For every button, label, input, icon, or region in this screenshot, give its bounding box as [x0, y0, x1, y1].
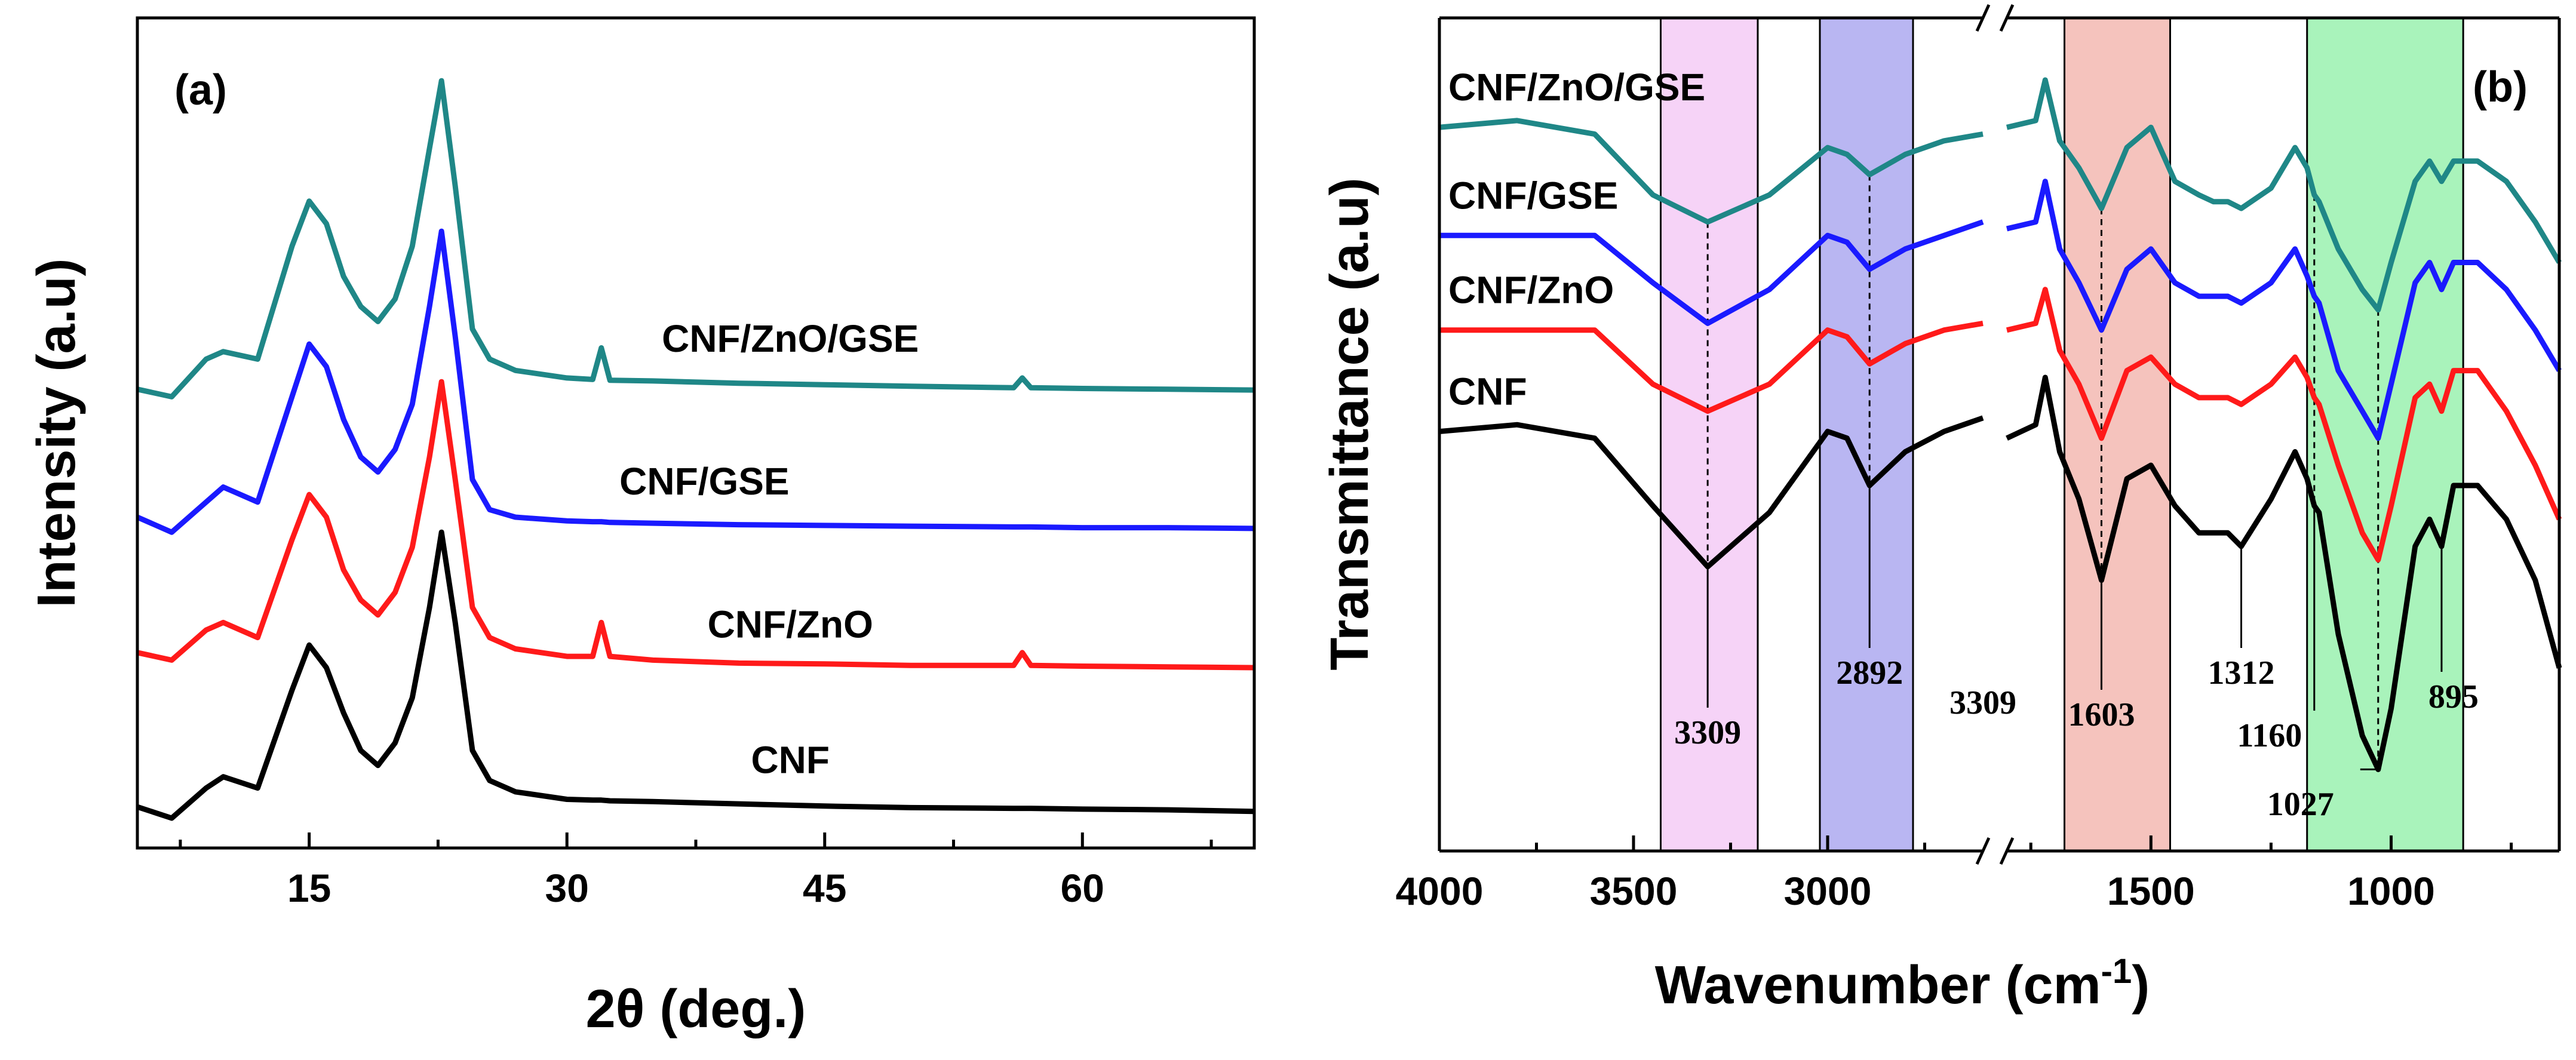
- panel-a-x-axis-title: 2θ (deg.): [586, 979, 806, 1039]
- panel-b-x-axis-title-sup: -1: [2101, 952, 2132, 991]
- peak-label-1312: 1312: [2208, 655, 2275, 692]
- panel-b-y-axis-title: Transmittance (a.u): [1320, 177, 1380, 670]
- panel-a-x-ticks: 15 30 45 60: [179, 832, 1213, 910]
- series-line-a-cnf: [136, 529, 1255, 821]
- x-tick-label-b-3000: 3000: [1784, 869, 1872, 913]
- peak-label-3309-break: 3309: [1949, 684, 2016, 721]
- series-label-b-cnf-zno-gse: CNF/ZnO/GSE: [1448, 66, 1705, 109]
- peak-label-895: 895: [2428, 678, 2479, 715]
- peak-label-2892: 2892: [1836, 655, 1903, 692]
- series-line-b-cnf-zno-gse-seg1: [1439, 118, 1984, 225]
- series-line-b-cnf-gse-seg2: [2006, 179, 2562, 441]
- x-tick-label-a-15: 15: [287, 866, 331, 910]
- series-label-a-cnf: CNF: [751, 738, 830, 781]
- panel-b-series-labels: CNF/ZnO/GSE CNF/GSE CNF/ZnO CNF: [1448, 66, 1705, 413]
- panel-b-series-group: [1439, 77, 2562, 772]
- highlight-band-pink: [1660, 17, 1759, 852]
- x-tick-label-b-4000: 4000: [1396, 869, 1484, 913]
- panel-a-label: (a): [174, 66, 227, 114]
- highlight-band-green: [2306, 17, 2464, 852]
- panel-b-ftir: 4000 3500 3000 1500 1000 CNF/ZnO/GSECNF/GSEC…: [1320, 4, 2562, 1015]
- series-label-a-cnf-zno: CNF/ZnO: [708, 603, 873, 646]
- x-tick-label-a-30: 30: [545, 866, 589, 910]
- series-line-b-cnf-seg1: [1439, 415, 1984, 570]
- x-tick-label-a-60: 60: [1061, 866, 1104, 910]
- x-tick-label-a-45: 45: [803, 866, 846, 910]
- peak-label-1027: 1027: [2267, 786, 2334, 823]
- panel-b-label: (b): [2473, 63, 2528, 111]
- panel-a-xrd: 15 30 45 60 CNF CNF/ZnO CNF/GSE CNF/ZnO/GSE (a…: [27, 16, 1256, 1039]
- series-line-b-cnf-zno-seg1: [1439, 320, 1984, 414]
- series-line-b-cnf-zno-seg2: [2006, 287, 2562, 563]
- panel-b-peak-labels: 3309 2892 3309 1603 1312 1160 1027 895: [1674, 486, 2479, 823]
- series-label-b-cnf: CNF: [1448, 370, 1527, 413]
- x-tick-label-b-1000: 1000: [2347, 869, 2435, 913]
- series-line-a-cnf-zno: [137, 379, 1255, 671]
- series-label-a-cnf-zno-gse: CNF/ZnO/GSE: [662, 317, 919, 360]
- x-tick-label-b-3500: 3500: [1590, 869, 1678, 913]
- panel-b-x-axis-title-main: Wavenumber (cm: [1655, 955, 2101, 1015]
- axis-break-mark-bottom-1: [1975, 837, 1991, 865]
- series-line-a-cnf-gse: [136, 228, 1255, 535]
- series-line-a-cnf-zno-gse: [137, 78, 1255, 400]
- x-tick-label-b-1500: 1500: [2107, 869, 2195, 913]
- series-label-b-cnf-zno: CNF/ZnO: [1448, 269, 1614, 312]
- peak-label-3309: 3309: [1674, 714, 1741, 751]
- axis-break-mark-bottom-2: [1999, 837, 2015, 865]
- panel-b-x-ticks: 4000 3500 3000 1500 1000: [1396, 835, 2513, 913]
- panel-b-x-axis-title: Wavenumber (cm-1): [1655, 952, 2150, 1015]
- series-line-b-cnf-zno-gse-seg2: [2006, 77, 2562, 313]
- panel-b-x-axis-title-close: ): [2132, 955, 2150, 1015]
- panel-a-series-labels: CNF CNF/ZnO CNF/GSE CNF/ZnO/GSE: [619, 317, 919, 782]
- series-line-b-cnf-gse-seg1: [1439, 219, 1984, 326]
- panel-a-frame: [136, 16, 1256, 850]
- series-label-b-cnf-gse: CNF/GSE: [1448, 174, 1618, 217]
- series-label-a-cnf-gse: CNF/GSE: [619, 460, 789, 503]
- panel-b-frame: [1438, 4, 2561, 865]
- panel-a-series-group: [136, 78, 1255, 821]
- axis-break-mark-top-2: [1999, 4, 2015, 32]
- panel-a-y-axis-title: Intensity (a.u): [27, 258, 87, 607]
- panel-b-peak-guides: [1706, 174, 2380, 770]
- peak-label-1603: 1603: [2068, 696, 2135, 733]
- axis-break-mark-top-1: [1975, 4, 1991, 32]
- peak-label-1160: 1160: [2237, 717, 2302, 754]
- series-line-b-cnf-seg2: [2006, 374, 2562, 772]
